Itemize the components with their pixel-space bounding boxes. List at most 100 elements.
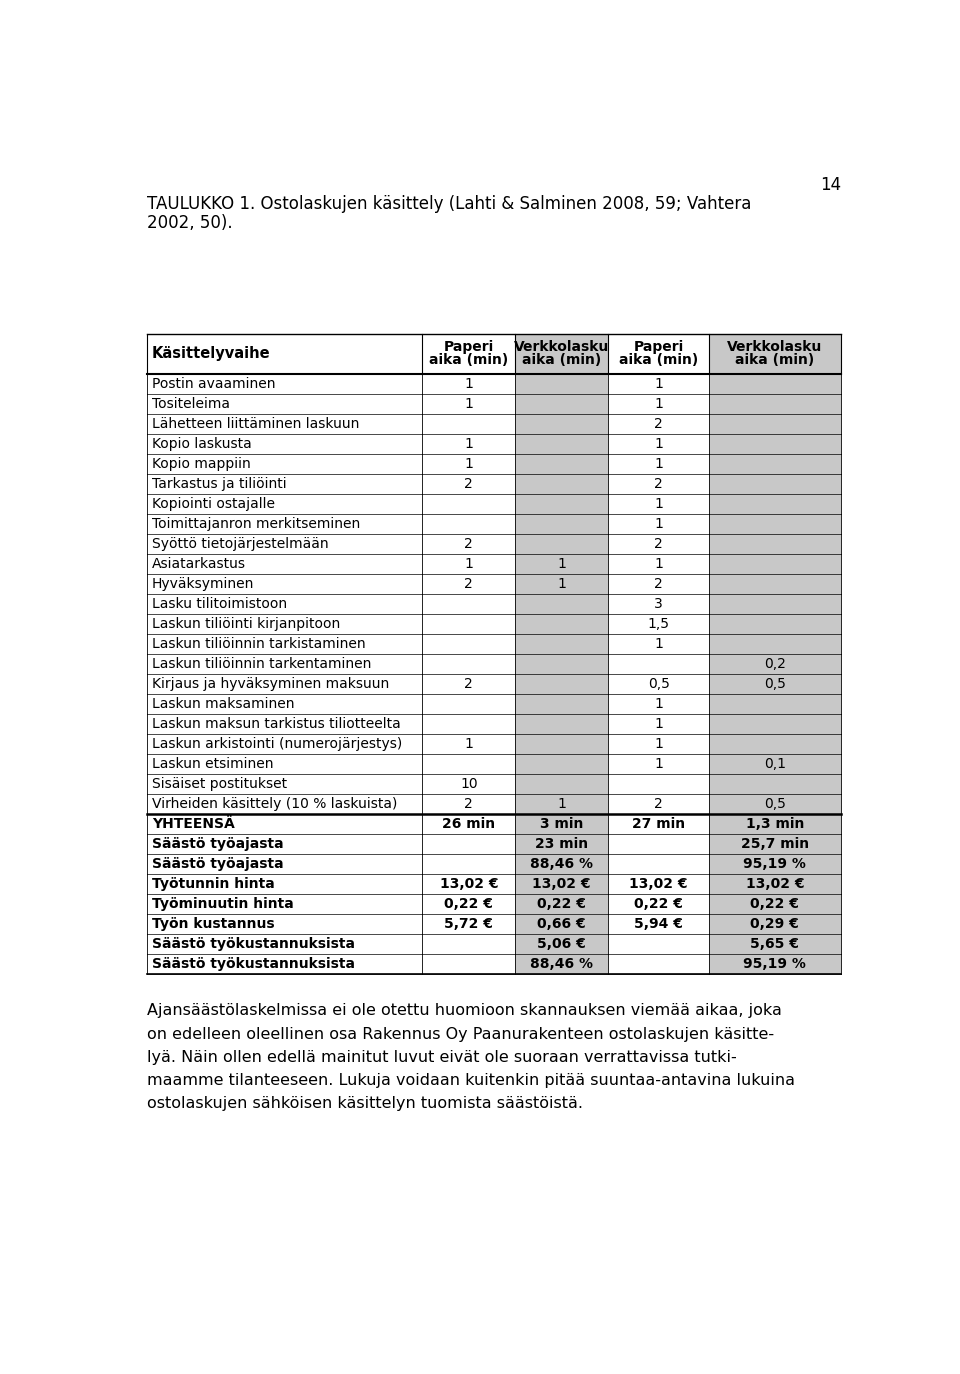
Text: 2: 2 [465, 577, 473, 591]
Bar [709, 654, 841, 673]
Bar [709, 414, 841, 434]
Text: 13,02 €: 13,02 € [746, 877, 804, 892]
Bar [516, 813, 609, 834]
Text: 0,29 €: 0,29 € [751, 916, 800, 932]
Bar [709, 754, 841, 774]
Bar [147, 633, 422, 654]
Bar [609, 954, 709, 974]
Bar [147, 514, 422, 533]
Bar [147, 554, 422, 574]
Text: 0,22 €: 0,22 € [444, 897, 493, 911]
Bar [516, 614, 609, 633]
Bar [609, 694, 709, 714]
Bar [147, 654, 422, 673]
Bar [516, 954, 609, 974]
Bar [609, 734, 709, 754]
Text: 88,46 %: 88,46 % [530, 958, 593, 971]
Text: 1: 1 [654, 636, 663, 651]
Bar [147, 393, 422, 414]
Bar [516, 493, 609, 514]
Bar [609, 493, 709, 514]
Bar [709, 813, 841, 834]
Text: 0,22 €: 0,22 € [751, 897, 800, 911]
Bar [422, 374, 516, 393]
Text: Laskun tiliöinnin tarkistaminen: Laskun tiliöinnin tarkistaminen [152, 636, 366, 651]
Bar [147, 934, 422, 954]
Bar [516, 533, 609, 554]
Text: 2002, 50).: 2002, 50). [147, 214, 232, 232]
Text: 2: 2 [465, 677, 473, 691]
Bar [147, 594, 422, 614]
Text: Paperi: Paperi [634, 339, 684, 353]
Bar [709, 334, 841, 374]
Text: Syöttö tietojärjestelmään: Syöttö tietojärjestelmään [152, 537, 328, 551]
Bar [422, 554, 516, 574]
Bar [516, 554, 609, 574]
Bar [709, 514, 841, 533]
Text: 10: 10 [460, 776, 477, 791]
Text: 1: 1 [654, 556, 663, 570]
Text: lyä. Näin ollen edellä mainitut luvut eivät ole suoraan verrattavissa tutki-: lyä. Näin ollen edellä mainitut luvut ei… [147, 1050, 737, 1065]
Text: 23 min: 23 min [535, 837, 588, 851]
Bar [147, 414, 422, 434]
Bar [516, 453, 609, 474]
Text: Asiatarkastus: Asiatarkastus [152, 556, 246, 570]
Text: Laskun arkistointi (numerojärjestys): Laskun arkistointi (numerojärjestys) [152, 736, 402, 752]
Bar [147, 914, 422, 934]
Bar [516, 754, 609, 774]
Text: 2: 2 [465, 797, 473, 811]
Bar [709, 554, 841, 574]
Text: 1: 1 [654, 697, 663, 710]
Bar [147, 834, 422, 855]
Text: 1: 1 [558, 556, 566, 570]
Text: Tositeleima: Tositeleima [152, 397, 229, 411]
Text: 13,02 €: 13,02 € [533, 877, 591, 892]
Text: 3 min: 3 min [540, 818, 584, 831]
Bar [516, 414, 609, 434]
Bar [609, 834, 709, 855]
Bar [147, 434, 422, 453]
Bar [609, 874, 709, 894]
Text: Kopio mappiin: Kopio mappiin [152, 456, 251, 471]
Bar [422, 334, 516, 374]
Bar [609, 374, 709, 393]
Bar [147, 754, 422, 774]
Text: ostolaskujen sähköisen käsittelyn tuomista säästöistä.: ostolaskujen sähköisen käsittelyn tuomis… [147, 1096, 583, 1110]
Bar [422, 714, 516, 734]
Bar [147, 894, 422, 914]
Bar [609, 393, 709, 414]
Text: 1: 1 [654, 397, 663, 411]
Bar [609, 714, 709, 734]
Text: Kopio laskusta: Kopio laskusta [152, 437, 252, 451]
Bar [709, 453, 841, 474]
Text: Kopiointi ostajalle: Kopiointi ostajalle [152, 496, 275, 511]
Bar [147, 874, 422, 894]
Bar [709, 533, 841, 554]
Bar [609, 794, 709, 813]
Text: 27 min: 27 min [632, 818, 685, 831]
Text: Laskun maksun tarkistus tiliotteelta: Laskun maksun tarkistus tiliotteelta [152, 717, 400, 731]
Text: 1: 1 [465, 437, 473, 451]
Bar [516, 594, 609, 614]
Bar [422, 774, 516, 794]
Bar [709, 614, 841, 633]
Bar [147, 533, 422, 554]
Text: YHTEENSÄ: YHTEENSÄ [152, 818, 234, 831]
Bar [422, 813, 516, 834]
Text: 0,22 €: 0,22 € [635, 897, 684, 911]
Bar [609, 453, 709, 474]
Bar [609, 434, 709, 453]
Bar [147, 374, 422, 393]
Bar [709, 594, 841, 614]
Bar [609, 673, 709, 694]
Text: 5,06 €: 5,06 € [538, 937, 587, 951]
Bar [516, 874, 609, 894]
Bar [516, 574, 609, 594]
Bar [147, 334, 422, 374]
Bar [422, 673, 516, 694]
Text: maamme tilanteeseen. Lukuja voidaan kuitenkin pitää suuntaa-antavina lukuina: maamme tilanteeseen. Lukuja voidaan kuit… [147, 1073, 795, 1088]
Bar [147, 694, 422, 714]
Text: 13,02 €: 13,02 € [440, 877, 498, 892]
Bar [147, 614, 422, 633]
Text: 14: 14 [820, 176, 841, 194]
